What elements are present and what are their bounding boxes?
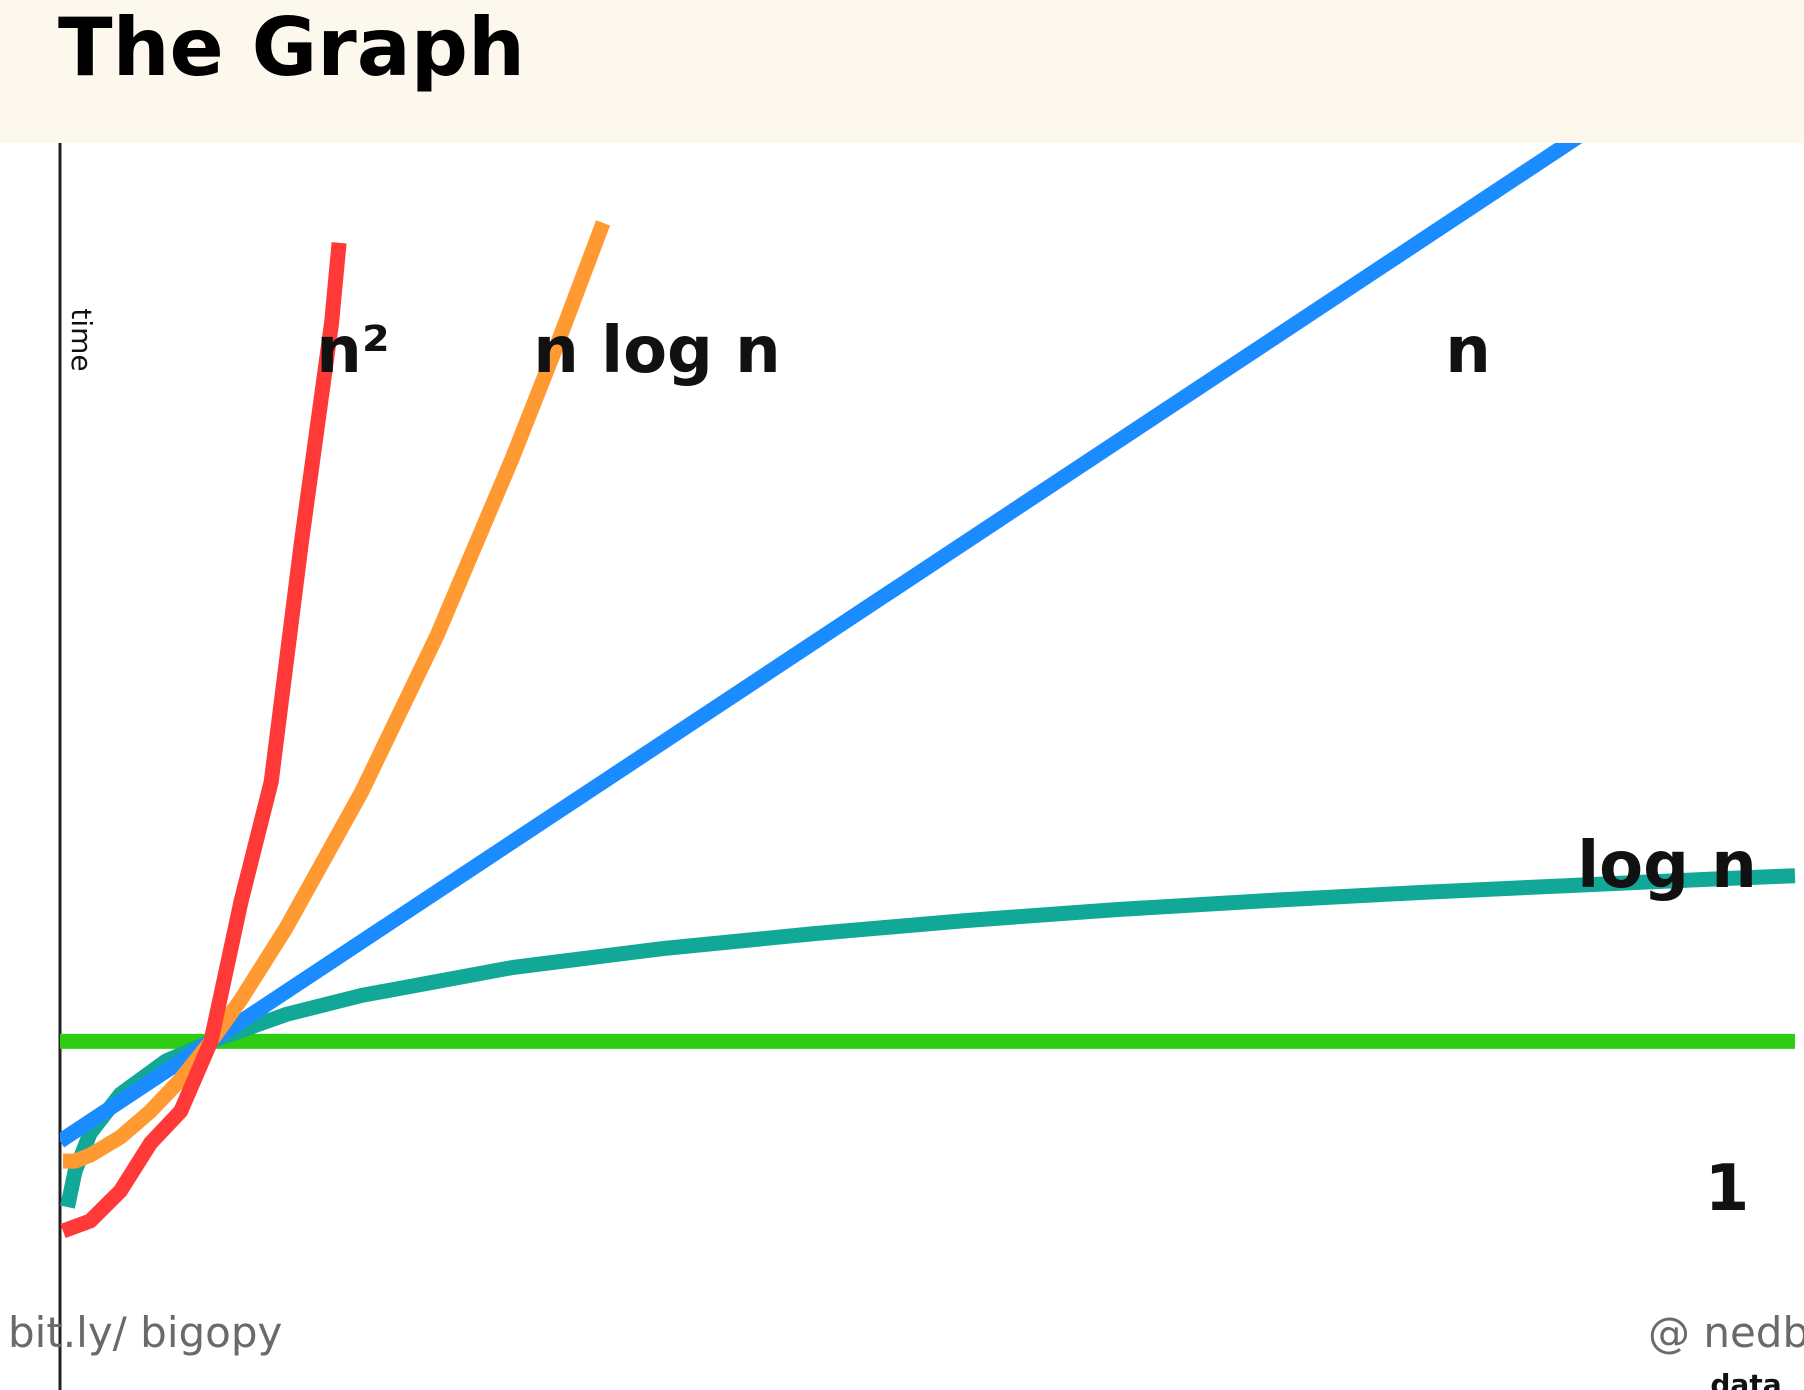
series-label-n2: n²: [316, 314, 390, 388]
footer-handle: @ nedb: [1648, 1308, 1804, 1357]
footer-link: bit.ly/ bigopy: [8, 1308, 283, 1357]
series-label-log-n: log n: [1577, 829, 1757, 903]
series-line-n-log-n: [63, 220, 611, 1169]
y-axis-label: time: [65, 308, 98, 371]
series-label-n-log-n: n log n: [533, 314, 780, 388]
x-axis-label: data: [1710, 1368, 1781, 1390]
plot-area: [0, 143, 1804, 1390]
page-title: The Graph: [58, 1, 525, 94]
series-label-1: 1: [1705, 1152, 1750, 1226]
series-label-n: n: [1445, 314, 1491, 388]
series-line-n: [60, 143, 1583, 1148]
series-line-n2: [60, 242, 347, 1239]
